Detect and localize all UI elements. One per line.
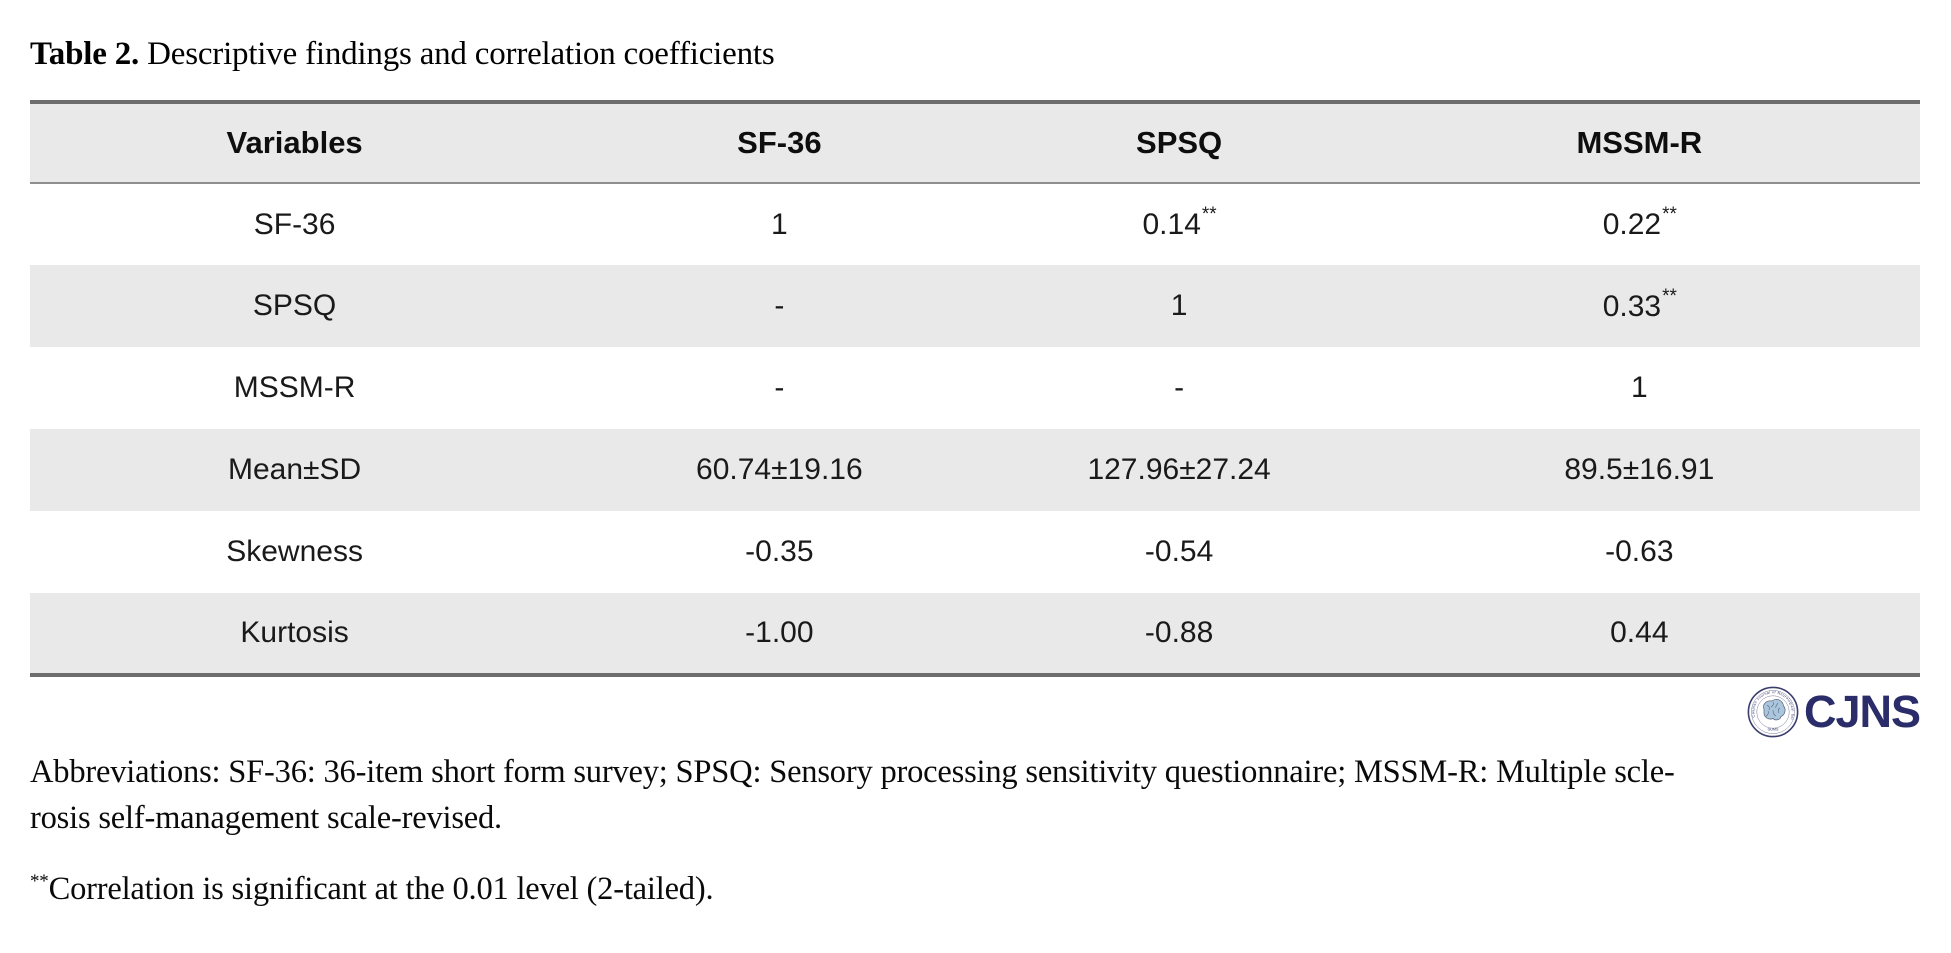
value-cell: - — [1174, 371, 1185, 404]
value-cell: 127.96±27.24 — [1087, 453, 1271, 486]
correlation-table: Variables SF-36 SPSQ MSSM-R SF-36 1 0.14**… — [30, 100, 1920, 677]
value-cell: -0.35 — [745, 535, 814, 568]
row-label: SPSQ — [252, 289, 337, 322]
value-cell: -0.63 — [1605, 535, 1674, 568]
table-row: Kurtosis -1.00 -0.88 0.44 — [30, 593, 1920, 675]
value-cell: - — [774, 371, 785, 404]
value-cell: 89.5±16.91 — [1564, 453, 1715, 486]
abbreviations-note: Abbreviations: SF-36: 36-item short form… — [30, 749, 1920, 841]
value-cell: 60.74±19.16 — [696, 453, 863, 486]
significance-asterisks: ** — [30, 871, 49, 893]
table-row: SPSQ - 1 0.33** — [30, 265, 1920, 347]
cjns-seal-icon: Caspian Journal of Neurological Sciences… — [1747, 686, 1799, 737]
value-cell: 1 — [1630, 371, 1648, 404]
table-body: SF-36 1 0.14** 0.22** SPSQ -1 0.33** MSSM-R - -1 M… — [30, 183, 1920, 675]
value-cell: - — [774, 289, 785, 322]
table-header: Variables SF-36 SPSQ MSSM-R — [30, 102, 1920, 183]
table-row: MSSM-R - - 1 — [30, 347, 1920, 429]
header-row: Variables SF-36 SPSQ MSSM-R — [30, 102, 1920, 183]
value-cell: 1 — [1170, 289, 1188, 322]
significance-marker: ** — [1662, 204, 1677, 225]
value-cell: 0.44 — [1610, 616, 1669, 649]
page: Table 2. Descriptive findings and correl… — [30, 36, 1921, 908]
table-row: Mean±SD 60.74±19.16 127.96±27.24 89.5±16.91 — [30, 429, 1920, 511]
header-cell-spsq: SPSQ — [1136, 125, 1223, 160]
row-label: Kurtosis — [240, 616, 349, 649]
row-label: Mean±SD — [228, 453, 362, 486]
value-cell: 0.22** — [1602, 204, 1677, 241]
abbreviations-line1: Abbreviations: SF-36: 36-item short form… — [30, 754, 1675, 790]
header-cell-mssmr: MSSM-R — [1576, 125, 1703, 160]
value-cell: -0.54 — [1144, 535, 1214, 568]
value-cell: -1.00 — [745, 616, 814, 649]
significance-marker: ** — [1662, 285, 1677, 307]
table-title: Table 2. Descriptive findings and correl… — [30, 36, 1920, 73]
seal-bottom-text: GUMS — [1768, 727, 1779, 731]
value-cell: 0.33** — [1602, 285, 1677, 323]
row-label: SF-36 — [253, 207, 336, 241]
significance-note: **Correlation is significant at the 0.01… — [30, 871, 1920, 908]
header-cell-sf36: SF-36 — [737, 125, 822, 160]
significance-marker: ** — [1201, 204, 1217, 225]
table-number-label: Table 2. — [30, 36, 140, 72]
header-cell-variables: Variables — [226, 125, 363, 160]
table-row: Skewness -0.35 -0.54 -0.63 — [30, 511, 1920, 593]
row-label: Skewness — [226, 535, 363, 568]
cjns-logo: Caspian Journal of Neurological Sciences… — [30, 684, 1921, 739]
row-label: MSSM-R — [233, 371, 356, 404]
table-title-text: Descriptive findings and correlation coe… — [139, 36, 775, 72]
value-cell: 1 — [771, 207, 788, 241]
cjns-logo-text: CJNS — [1803, 686, 1921, 737]
table-row: SF-36 1 0.14** 0.22** — [30, 183, 1920, 265]
value-cell: -0.88 — [1144, 616, 1214, 649]
value-cell: 0.14** — [1142, 204, 1217, 241]
significance-text: Correlation is significant at the 0.01 l… — [48, 871, 714, 908]
abbreviations-line2: rosis self-management scale-revised. — [30, 800, 502, 837]
